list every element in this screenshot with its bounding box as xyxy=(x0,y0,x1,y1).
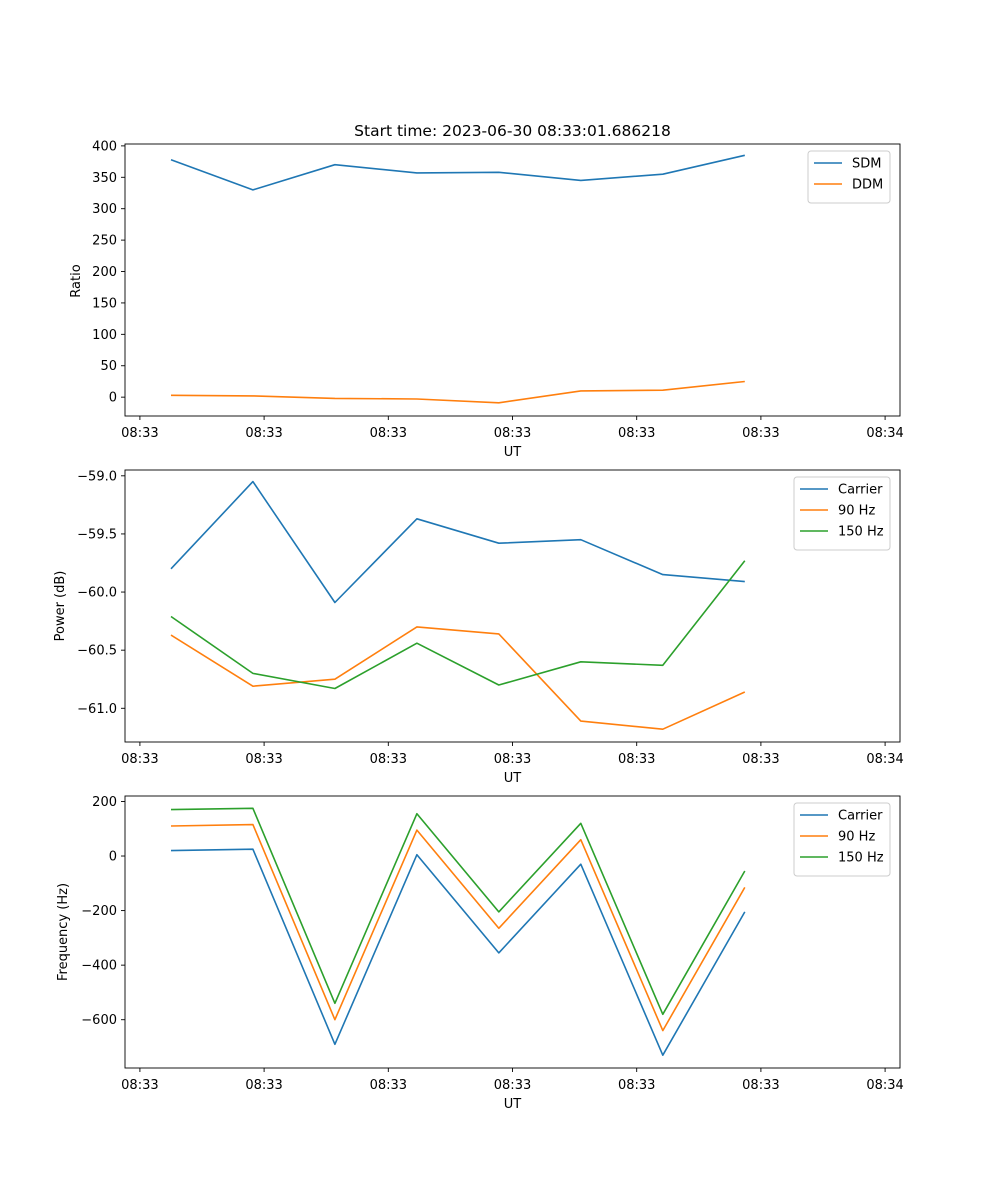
ratio-y-tick-label: 300 xyxy=(92,202,117,217)
power-x-tick-label: 08:33 xyxy=(494,752,531,767)
power-axes-frame xyxy=(124,469,901,743)
frequency-series-line-90-hz xyxy=(170,823,746,1032)
frequency-legend-label: 90 Hz xyxy=(838,830,875,845)
ratio-legend: SDM DDM xyxy=(807,150,891,204)
frequency-x-tick-label: 08:33 xyxy=(121,1078,158,1093)
power-series-line-150-hz xyxy=(170,560,746,690)
power-x-tick-label: 08:33 xyxy=(121,752,158,767)
ratio-y-tick-label: 250 xyxy=(92,234,117,249)
ratio-panel: Ratio UT 08:33 08:33 08:33 08:33 08:33 08:33 0… xyxy=(69,139,904,460)
power-y-axis-label: Power (dB) xyxy=(53,571,68,642)
power-legend-label: 90 Hz xyxy=(838,504,875,519)
ratio-y-tick-label: 100 xyxy=(92,328,117,343)
frequency-legend: Carrier 90 Hz 150 Hz xyxy=(793,802,891,877)
frequency-x-axis-label: UT xyxy=(504,1097,522,1112)
ratio-y-tick-label: 350 xyxy=(92,171,117,186)
power-x-axis-label: UT xyxy=(504,771,522,786)
ratio-x-tick-label: 08:33 xyxy=(618,426,655,441)
ratio-legend-label: DDM xyxy=(852,178,883,193)
ratio-series-line-sdm xyxy=(170,154,745,191)
ratio-series-line-ddm xyxy=(170,380,745,404)
ratio-y-axis-label: Ratio xyxy=(69,264,84,297)
figure-title: Start time: 2023-06-30 08:33:01.686218 xyxy=(354,122,671,140)
ratio-x-tick-label: 08:33 xyxy=(245,426,282,441)
frequency-x-tick-label: 08:33 xyxy=(742,1078,779,1093)
frequency-x-tick-label: 08:33 xyxy=(494,1078,531,1093)
power-series-line-90-hz xyxy=(170,626,746,731)
power-y-tick-label: −60.5 xyxy=(77,644,117,659)
power-x-tick-label: 08:34 xyxy=(866,752,903,767)
frequency-y-tick-label: 200 xyxy=(92,795,117,810)
power-legend-label: Carrier xyxy=(838,483,883,498)
power-x-tick-label: 08:33 xyxy=(742,752,779,767)
ratio-y-tick-label: 400 xyxy=(92,139,117,154)
frequency-x-tick-label: 08:33 xyxy=(618,1078,655,1093)
frequency-y-tick-label: −200 xyxy=(81,904,117,919)
ratio-x-tick-label: 08:33 xyxy=(121,426,158,441)
frequency-x-tick-label: 08:34 xyxy=(866,1078,903,1093)
power-x-tick-label: 08:33 xyxy=(370,752,407,767)
power-x-tick-label: 08:33 xyxy=(245,752,282,767)
ratio-x-tick-label: 08:33 xyxy=(370,426,407,441)
power-legend: Carrier 90 Hz 150 Hz xyxy=(793,476,891,551)
ratio-y-tick-label: 0 xyxy=(109,391,117,406)
ratio-x-tick-label: 08:33 xyxy=(494,426,531,441)
power-x-tick-label: 08:33 xyxy=(618,752,655,767)
power-y-tick-label: −61.0 xyxy=(77,702,117,717)
frequency-x-tick-label: 08:33 xyxy=(370,1078,407,1093)
frequency-y-tick-label: −400 xyxy=(81,959,117,974)
frequency-y-axis-label: Frequency (Hz) xyxy=(56,883,71,981)
frequency-legend-label: 150 Hz xyxy=(838,851,884,866)
frequency-x-tick-label: 08:33 xyxy=(245,1078,282,1093)
ratio-y-tick-label: 150 xyxy=(92,296,117,311)
frequency-y-tick-label: 0 xyxy=(109,850,117,865)
ratio-legend-label: SDM xyxy=(852,157,881,172)
frequency-y-tick-label: −600 xyxy=(81,1013,117,1028)
power-y-tick-label: −60.0 xyxy=(77,586,117,601)
ratio-x-tick-label: 08:34 xyxy=(866,426,903,441)
frequency-axes-frame xyxy=(124,795,901,1069)
ratio-x-axis-label: UT xyxy=(504,445,522,460)
frequency-panel: Frequency (Hz) UT 08:33 08:33 08:33 08:33 08… xyxy=(56,795,904,1112)
power-y-tick-label: −59.0 xyxy=(77,469,117,484)
power-series-line-carrier xyxy=(170,480,745,604)
frequency-legend-label: Carrier xyxy=(838,809,883,824)
ratio-y-tick-label: 200 xyxy=(92,265,117,280)
power-legend-label: 150 Hz xyxy=(838,525,884,540)
ratio-legend-box xyxy=(807,150,891,204)
frequency-series-line-150-hz xyxy=(170,807,746,1016)
frequency-series-line-carrier xyxy=(170,848,746,1056)
ratio-y-tick-label: 50 xyxy=(100,359,117,374)
ratio-x-tick-label: 08:33 xyxy=(742,426,779,441)
power-y-tick-label: −59.5 xyxy=(77,527,117,542)
power-panel: Power (dB) UT 08:33 08:33 08:33 08:33 08:33 0… xyxy=(53,469,904,786)
